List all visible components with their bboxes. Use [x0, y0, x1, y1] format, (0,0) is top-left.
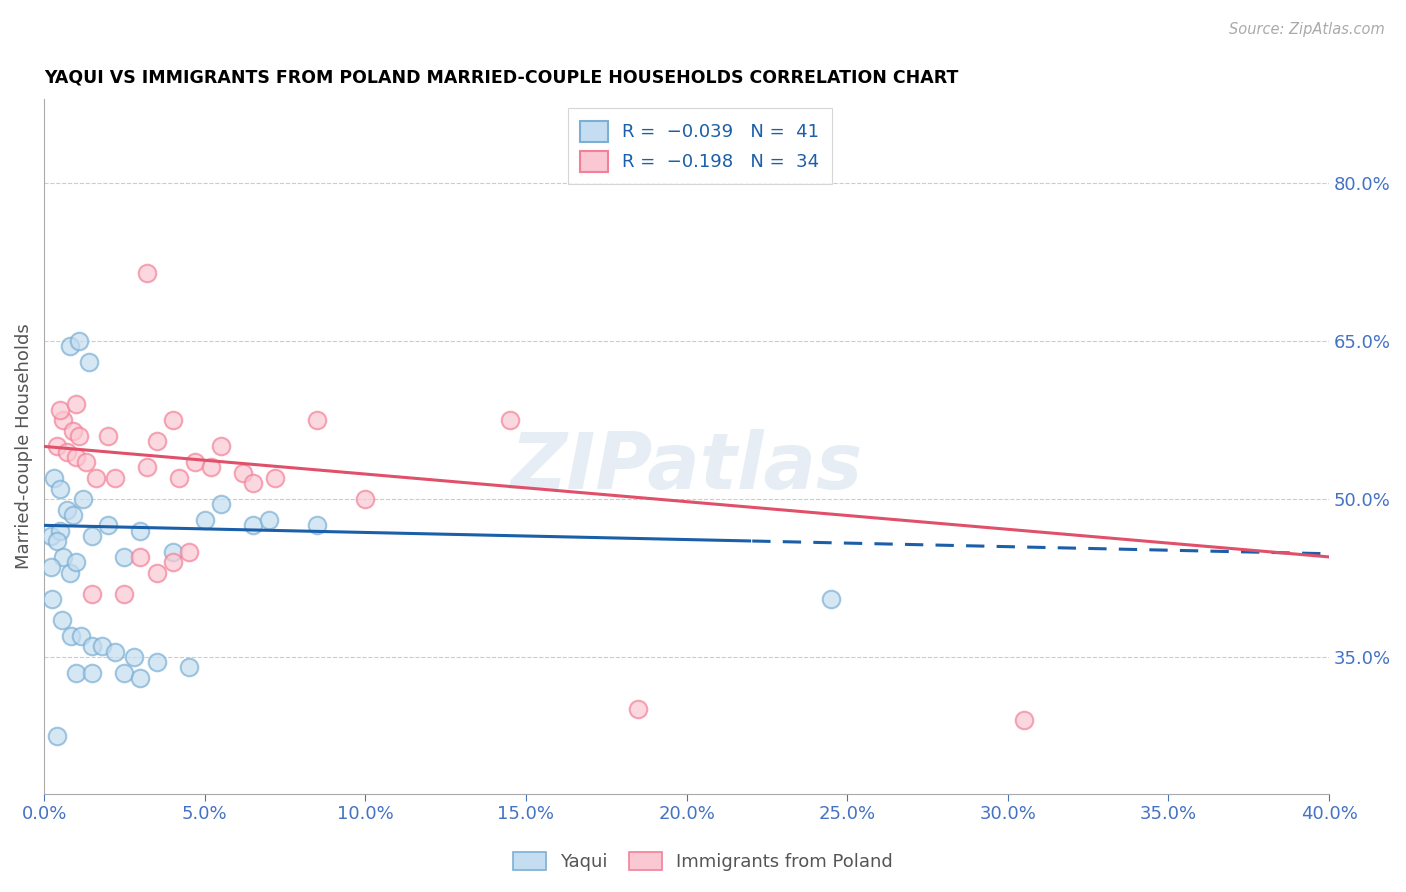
Point — [97, 429, 120, 443]
Point — [82, 640, 104, 654]
Point — [194, 513, 217, 527]
Point — [129, 671, 152, 685]
Point — [52, 413, 75, 427]
Point — [129, 549, 152, 564]
Point — [1012, 713, 1035, 727]
Point — [184, 455, 207, 469]
Point — [42, 471, 65, 485]
Point — [46, 729, 69, 743]
Point — [39, 529, 62, 543]
Point — [46, 534, 69, 549]
Point — [52, 549, 75, 564]
Point — [209, 439, 232, 453]
Point — [84, 471, 107, 485]
Point — [59, 339, 82, 353]
Point — [112, 665, 135, 680]
Point — [129, 524, 152, 538]
Point — [167, 471, 190, 485]
Point — [72, 491, 94, 506]
Text: ZIPatlas: ZIPatlas — [510, 429, 863, 505]
Point — [242, 518, 264, 533]
Legend: R =  −0.039   N =  41, R =  −0.198   N =  34: R = −0.039 N = 41, R = −0.198 N = 34 — [568, 108, 832, 185]
Point — [307, 413, 329, 427]
Point — [77, 355, 100, 369]
Point — [65, 665, 87, 680]
Point — [41, 592, 63, 607]
Legend: Yaqui, Immigrants from Poland: Yaqui, Immigrants from Poland — [506, 845, 900, 879]
Point — [62, 424, 84, 438]
Point — [65, 397, 87, 411]
Point — [55, 444, 77, 458]
Point — [112, 587, 135, 601]
Point — [82, 587, 104, 601]
Point — [70, 629, 93, 643]
Point — [162, 544, 184, 558]
Point — [122, 649, 145, 664]
Point — [65, 450, 87, 464]
Text: Source: ZipAtlas.com: Source: ZipAtlas.com — [1229, 22, 1385, 37]
Point — [39, 560, 62, 574]
Point — [177, 660, 200, 674]
Point — [82, 529, 104, 543]
Point — [49, 482, 72, 496]
Point — [82, 665, 104, 680]
Point — [145, 434, 167, 449]
Point — [499, 413, 522, 427]
Point — [145, 655, 167, 669]
Point — [51, 613, 73, 627]
Point — [112, 549, 135, 564]
Point — [200, 460, 222, 475]
Point — [820, 592, 842, 607]
Point — [627, 702, 650, 716]
Point — [49, 402, 72, 417]
Point — [60, 629, 83, 643]
Point — [62, 508, 84, 522]
Point — [104, 471, 127, 485]
Point — [264, 471, 287, 485]
Point — [69, 429, 91, 443]
Y-axis label: Married-couple Households: Married-couple Households — [15, 324, 32, 569]
Point — [135, 266, 157, 280]
Point — [145, 566, 167, 580]
Point — [69, 334, 91, 349]
Point — [257, 513, 280, 527]
Point — [162, 413, 184, 427]
Point — [75, 455, 97, 469]
Point — [209, 497, 232, 511]
Point — [162, 555, 184, 569]
Point — [65, 555, 87, 569]
Point — [354, 491, 377, 506]
Point — [232, 466, 254, 480]
Point — [55, 502, 77, 516]
Point — [59, 566, 82, 580]
Point — [46, 439, 69, 453]
Point — [90, 640, 112, 654]
Point — [49, 524, 72, 538]
Point — [177, 544, 200, 558]
Point — [104, 645, 127, 659]
Point — [307, 518, 329, 533]
Point — [97, 518, 120, 533]
Point — [242, 476, 264, 491]
Point — [135, 460, 157, 475]
Text: YAQUI VS IMMIGRANTS FROM POLAND MARRIED-COUPLE HOUSEHOLDS CORRELATION CHART: YAQUI VS IMMIGRANTS FROM POLAND MARRIED-… — [44, 69, 959, 87]
